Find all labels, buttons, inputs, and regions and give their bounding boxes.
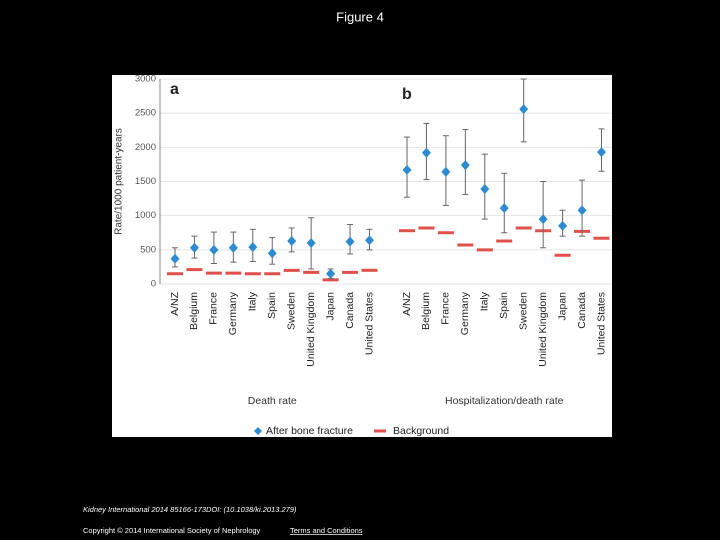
y-tick-label: 3000 xyxy=(135,74,156,85)
copyright: Copyright © 2014 International Society o… xyxy=(83,526,261,535)
x-tick-label: Belgium xyxy=(188,292,200,330)
fracture-point xyxy=(421,147,431,158)
fracture-point xyxy=(519,104,529,115)
x-tick-label: United Kingdom xyxy=(305,292,317,367)
fracture-point xyxy=(402,164,412,175)
x-axis-label: Death rate xyxy=(248,395,297,407)
x-tick-label: France xyxy=(208,292,220,325)
x-tick-label: United States xyxy=(595,292,607,355)
fracture-point xyxy=(267,248,277,259)
y-tick-label: 500 xyxy=(140,244,156,255)
y-tick-label: 2500 xyxy=(135,108,156,119)
panel-label: b xyxy=(402,86,412,103)
fracture-point xyxy=(306,238,316,248)
fracture-point xyxy=(597,147,606,158)
fracture-point xyxy=(538,214,548,225)
x-tick-label: A/NZ xyxy=(169,291,181,316)
fracture-point xyxy=(460,160,470,171)
fracture-point xyxy=(499,203,509,214)
fracture-point xyxy=(577,205,587,216)
x-tick-label: Canada xyxy=(344,292,356,329)
y-tick-label: 0 xyxy=(151,279,156,290)
fracture-point xyxy=(248,242,258,253)
fracture-point xyxy=(209,244,219,255)
y-tick-label: 1500 xyxy=(135,176,156,187)
x-tick-label: Belgium xyxy=(420,292,432,330)
x-tick-label: Spain xyxy=(266,292,278,319)
x-tick-label: Germany xyxy=(459,291,471,335)
x-tick-label: Italy xyxy=(479,291,491,311)
fracture-point xyxy=(287,235,297,246)
fracture-point xyxy=(228,242,238,253)
chart: Rate/1000 patient-years 0 500 1000 1500 2000 2… xyxy=(114,74,612,437)
terms-link[interactable]: Terms and Conditions xyxy=(290,526,363,535)
fracture-point xyxy=(170,253,180,264)
legend-marker xyxy=(254,427,262,435)
citation: Kidney International 2014 85166-173DOI: … xyxy=(83,505,297,514)
x-tick-label: A/NZ xyxy=(401,291,413,316)
x-tick-label: United States xyxy=(363,292,375,355)
y-axis-label: Rate/1000 patient-years xyxy=(114,128,125,235)
x-tick-label: Italy xyxy=(247,291,259,311)
x-tick-label: Sweden xyxy=(285,292,297,330)
x-tick-label: Japan xyxy=(324,292,336,321)
legend-label: Background xyxy=(393,425,449,437)
panel-label: a xyxy=(170,81,179,98)
fracture-point xyxy=(326,268,336,279)
y-tick-label: 2000 xyxy=(135,142,156,153)
x-tick-label: France xyxy=(440,292,452,325)
fracture-point xyxy=(345,236,355,247)
x-axis-label: Hospitalization/death rate xyxy=(445,395,564,407)
x-tick-label: Japan xyxy=(556,292,568,321)
x-tick-label: Canada xyxy=(576,292,588,329)
fracture-point xyxy=(558,220,568,231)
legend-label: After bone fracture xyxy=(266,425,353,437)
fracture-point xyxy=(365,235,374,246)
x-tick-label: United Kingdom xyxy=(537,292,549,367)
chart-area xyxy=(112,75,612,437)
x-tick-label: Spain xyxy=(498,292,510,319)
fracture-point xyxy=(441,166,451,177)
y-tick-label: 1000 xyxy=(135,210,156,221)
slide-title: Figure 4 xyxy=(336,9,384,24)
fracture-point xyxy=(480,184,490,195)
x-tick-label: Germany xyxy=(227,291,239,335)
fracture-point xyxy=(189,242,199,253)
x-tick-label: Sweden xyxy=(517,292,529,330)
